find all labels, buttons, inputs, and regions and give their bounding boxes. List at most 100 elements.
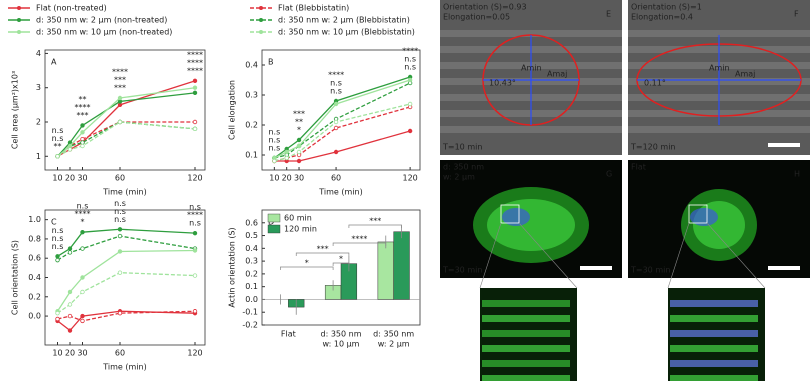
significance-bracket (348, 224, 402, 228)
inset-fiber (482, 360, 570, 367)
inset-fiber (482, 300, 570, 307)
x-tick-label: 30 (294, 174, 304, 183)
legend-label: Flat (non-treated) (36, 4, 107, 13)
significance-label: n.s (330, 87, 342, 96)
zoom-box (500, 204, 520, 224)
bar (377, 241, 394, 300)
y-tick-label: 3 (36, 83, 41, 92)
image-caption: d: 350 nm (443, 163, 484, 172)
inset-fiber (670, 345, 758, 352)
significance-label: *** (317, 245, 329, 254)
data-point (80, 289, 85, 295)
scale-bar (768, 266, 800, 270)
y-tick-label: 0.2 (245, 269, 258, 278)
series-line (57, 310, 196, 332)
x-tick-label: 10 (52, 349, 62, 358)
y-tick-label: 0.1 (245, 151, 258, 160)
data-point (117, 249, 123, 254)
groove-stripe (628, 126, 810, 133)
significance-label: *** (114, 84, 126, 93)
legend-swatch (267, 213, 281, 223)
time-label: T=120 min (630, 143, 676, 152)
significance-label: n.s (114, 199, 126, 208)
data-point (55, 316, 60, 322)
significance-label: **** (75, 210, 91, 219)
significance-label: n.s (52, 234, 64, 243)
inset-fiber (482, 375, 570, 381)
data-point (80, 229, 85, 235)
legend-marker (259, 30, 263, 34)
x-tick-label: w: 10 μm (323, 340, 360, 349)
axis-label: Amaj (547, 70, 567, 79)
y-tick-label: -0.1 (242, 308, 258, 317)
legend-marker (259, 6, 263, 10)
image-caption: Elongation=0.05 (443, 13, 510, 22)
data-point (407, 101, 413, 107)
y-tick-label: 0.2 (245, 121, 258, 130)
data-point (80, 130, 85, 135)
data-point (192, 230, 198, 236)
y-tick-label: 0.4 (28, 273, 41, 282)
legend-marker (17, 6, 21, 10)
significance-label: * (339, 255, 343, 264)
image-caption: Flat (631, 163, 646, 172)
data-point (117, 270, 123, 275)
y-tick-label: 2 (36, 118, 41, 127)
data-point (192, 85, 198, 90)
x-axis-label: Time (min) (102, 188, 146, 197)
x-tick-label: 10 (269, 174, 279, 183)
data-point (117, 95, 123, 101)
series-line (56, 249, 196, 312)
plot-frame (261, 209, 421, 326)
data-point (117, 227, 123, 232)
significance-label: * (305, 259, 309, 268)
data-point (333, 125, 339, 131)
inset-fiber (670, 330, 758, 337)
groove-stripe (440, 30, 622, 37)
significance-label: * (81, 218, 85, 227)
significance-label: n.s (404, 63, 416, 72)
actin-blue (502, 208, 530, 226)
data-point (67, 313, 73, 319)
zoom-lines (479, 222, 578, 289)
significance-label: **** (112, 68, 128, 77)
data-point (55, 154, 60, 159)
zoom-box (688, 204, 708, 224)
significance-label: n.s (189, 203, 201, 212)
significance-label: n.s (52, 242, 64, 251)
significance-label: **** (187, 66, 203, 75)
x-axis-label: Time (min) (102, 363, 146, 372)
legend-label: d: 350 nm w: 10 μm (Blebbistatin) (278, 28, 415, 37)
significance-label: n.s (77, 202, 89, 211)
significance-label: **** (187, 211, 203, 220)
data-point (80, 246, 85, 251)
data-point (55, 254, 60, 259)
x-tick-label: d: 350 nm (321, 330, 362, 339)
legend-label: 120 min (284, 225, 317, 234)
data-point (67, 250, 73, 255)
significance-bracket (280, 266, 334, 270)
plot-frame (44, 49, 206, 171)
inset-fiber (670, 375, 758, 381)
legend-label: 60 min (284, 214, 312, 223)
data-point (67, 328, 73, 333)
legend-label: d: 350 nm w: 2 μm (Blebbistatin) (278, 16, 410, 25)
y-axis-label: Cell area (μm²)x10³ (11, 71, 20, 149)
inset-fiber (482, 345, 570, 352)
series-line (57, 121, 196, 157)
y-tick-label: 0.4 (245, 61, 258, 70)
y-tick-label: 1 (36, 152, 41, 161)
data-point (67, 302, 73, 307)
data-point (333, 119, 339, 125)
groove-stripe (440, 126, 622, 133)
data-point (296, 143, 302, 149)
x-axis-label: Time (min) (318, 188, 362, 197)
angle-label: 10.43° (489, 79, 516, 88)
y-tick-label: 0.5 (245, 231, 258, 240)
plot-frame (261, 49, 421, 171)
panel-letter: C (51, 218, 57, 227)
significance-label: *** (293, 110, 305, 119)
data-point (80, 123, 85, 128)
x-tick-label: d: 350 nm (373, 330, 414, 339)
